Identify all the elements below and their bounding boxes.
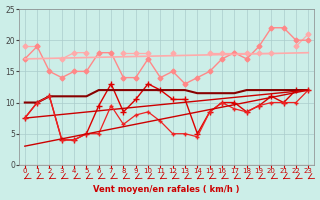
X-axis label: Vent moyen/en rafales ( km/h ): Vent moyen/en rafales ( km/h ): [93, 185, 240, 194]
